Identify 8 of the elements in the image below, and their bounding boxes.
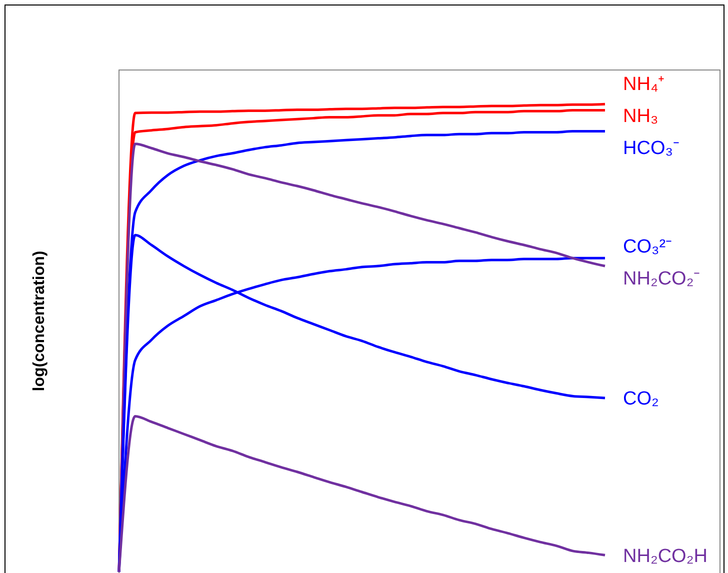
series-label: HCO₃⁻ xyxy=(623,138,679,159)
series-label: CO₃²⁻ xyxy=(623,236,672,258)
series-label: NH₂CO₂H xyxy=(623,546,708,567)
series-label: NH₂CO₂⁻ xyxy=(623,268,700,290)
y-axis-title: log(concentration) xyxy=(31,250,48,392)
series-label: CO₂ xyxy=(623,388,659,410)
series-label: NH₄⁺ xyxy=(623,74,664,95)
series-label: NH₃ xyxy=(623,106,658,127)
